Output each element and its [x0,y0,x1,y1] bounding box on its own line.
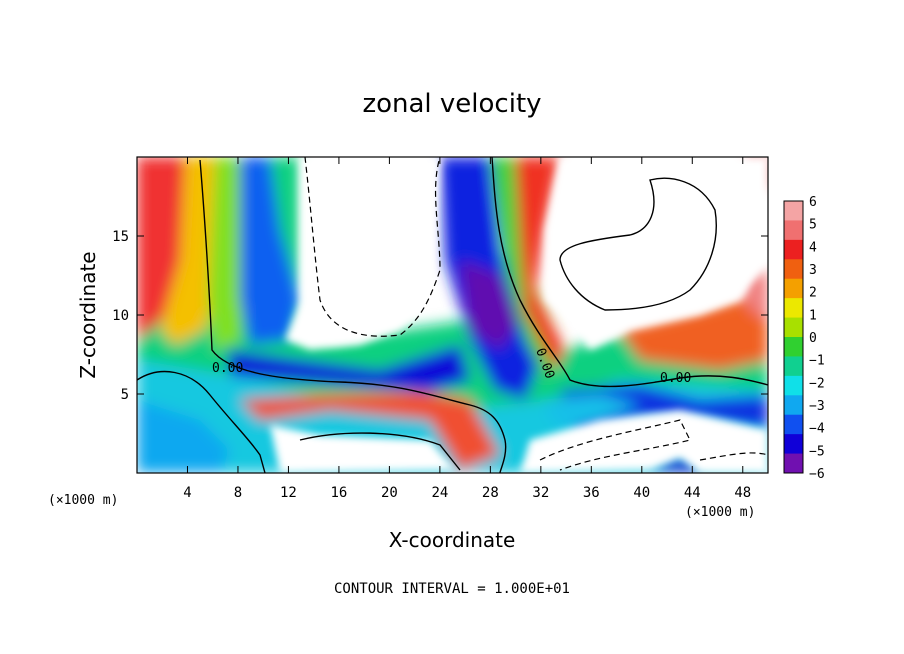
contour-label: 0.00 [212,361,243,376]
colorbar-swatch [784,375,803,396]
y-tick-label: 15 [112,229,129,245]
x-unit-left: (×1000 m) [48,493,118,508]
x-tick-label: 44 [684,485,701,501]
colorbar-swatch [784,414,803,435]
colorbar-swatch [784,298,803,319]
colorbar-tick-label: −1 [809,354,825,369]
x-axis-ticks: 4 8 12 16 20 24 28 32 36 40 44 48 [183,157,751,501]
x-tick-label: 4 [183,485,191,501]
colorbar-swatch [784,278,803,299]
contour-interval-note: CONTOUR INTERVAL = 1.000E+01 [334,581,570,597]
plot-area: 0.00 0.00 0.00 [137,157,768,473]
x-tick-label: 40 [633,485,650,501]
colorbar-swatch [784,239,803,260]
colorbar-swatch [784,317,803,338]
colorbar-tick-label: 6 [809,195,817,210]
colorbar-tick-label: 2 [809,286,817,301]
x-tick-label: 36 [583,485,600,501]
chart-title: zonal velocity [362,89,541,119]
x-unit-right: (×1000 m) [685,505,755,520]
y-tick-label: 10 [112,308,129,324]
colorbar-tick-label: −5 [809,444,825,459]
colorbar-swatch [784,453,803,474]
colorbar-tick-label: 0 [809,331,817,346]
x-tick-label: 28 [482,485,499,501]
colorbar-tick-label: −2 [809,376,825,391]
x-tick-label: 12 [280,485,297,501]
colorbar-tick-label: 4 [809,240,817,255]
contour-label: 0.00 [660,371,691,386]
colorbar-tick-label: 3 [809,263,817,278]
x-tick-label: 8 [234,485,242,501]
colorbar-swatch [784,259,803,280]
colorbar-swatch [784,337,803,357]
x-tick-label: 20 [381,485,398,501]
colorbar-tick-label: −3 [809,399,825,414]
y-axis-label: Z-coordinate [76,251,100,378]
colorbar-swatch [784,220,803,241]
colorbar-tick-label: −4 [809,422,825,437]
x-tick-label: 48 [734,485,751,501]
x-axis-label: X-coordinate [389,528,516,552]
colorbar: 6 5 4 3 2 1 0 −1 −2 −3 −4 −5 −6 [783,195,825,482]
colorbar-swatch [784,201,803,221]
x-tick-label: 24 [431,485,448,501]
x-tick-label: 16 [330,485,347,501]
colorbar-tick-label: 5 [809,218,817,233]
colorbar-tick-label: 1 [809,308,817,323]
colorbar-tick-label: −6 [809,467,825,482]
y-axis-ticks: 5 10 15 [112,229,768,403]
y-tick-label: 5 [121,387,129,403]
x-tick-label: 32 [532,485,549,501]
colorbar-swatch [784,356,803,377]
colorbar-swatch [784,395,803,416]
colorbar-swatch [784,434,803,455]
colorbar-frame [783,200,804,474]
